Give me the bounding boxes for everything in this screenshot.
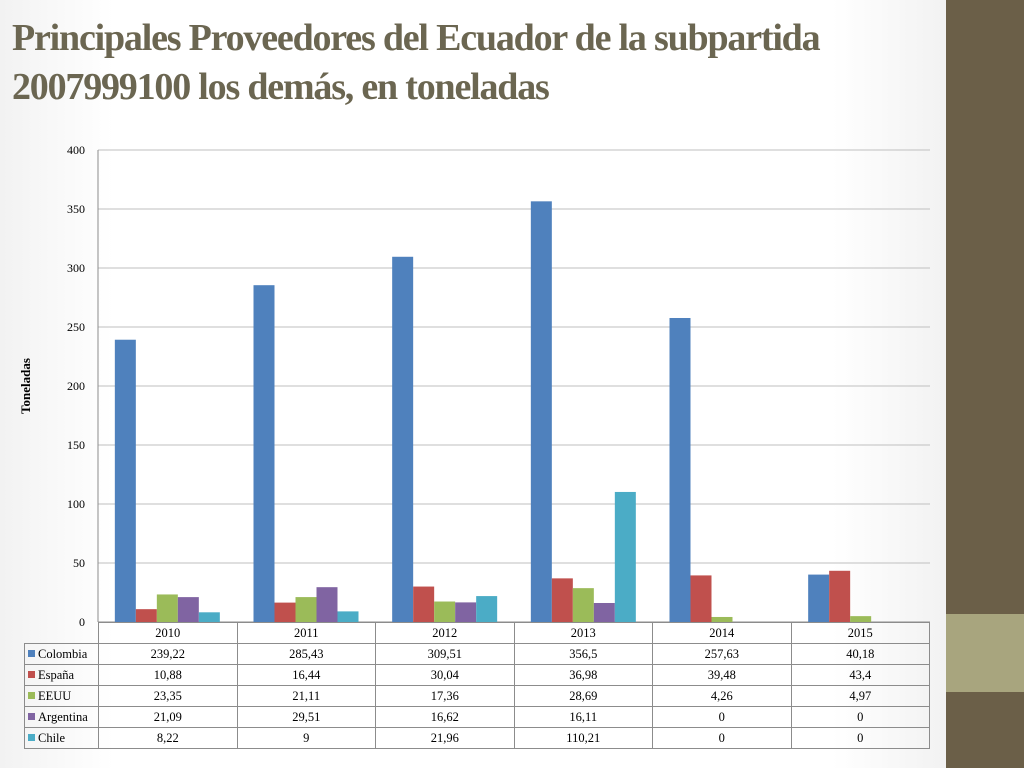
data-cell: 17,36 [375, 685, 515, 707]
data-cell: 36,98 [513, 664, 653, 686]
y-tick-label: 150 [67, 438, 85, 452]
data-cell: 43,4 [790, 664, 930, 686]
series-name-cell: EEUU [24, 685, 99, 707]
data-cell: 110,21 [513, 727, 653, 749]
bar-argentina-2013 [593, 602, 615, 622]
data-cell: 16,11 [513, 706, 653, 728]
bar-eeuu-2015 [850, 616, 872, 622]
data-cell: 4,26 [652, 685, 792, 707]
data-cell: 0 [652, 727, 792, 749]
data-cell: 239,22 [98, 643, 238, 665]
category-header-cell: 2011 [236, 622, 376, 644]
bar-argentina-2011 [316, 587, 338, 622]
y-tick-label: 300 [67, 261, 85, 275]
slide-title: Principales Proveedores del Ecuador de l… [12, 17, 821, 108]
bar-españa-2011 [274, 602, 296, 622]
y-axis-label: Toneladas [18, 358, 33, 414]
data-cell: 21,96 [375, 727, 515, 749]
y-tick-label: 200 [67, 379, 85, 393]
sidebar-decoration-light [946, 614, 1024, 692]
data-cell: 257,63 [652, 643, 792, 665]
table-row: Argentina 21,09 29,51 16,62 16,11 0 0 [24, 706, 930, 728]
data-cell: 8,22 [98, 727, 238, 749]
bar-eeuu-2010 [156, 594, 178, 622]
series-name: EEUU [38, 688, 72, 703]
series-name-cell: Argentina [24, 706, 99, 728]
bar-chile-2012 [476, 596, 498, 622]
bar-argentina-2012 [455, 602, 477, 622]
category-header-cell: 2010 [98, 622, 238, 644]
series-name: Argentina [38, 709, 88, 724]
legend-swatch [28, 713, 35, 721]
category-header-cell: 2012 [375, 622, 515, 644]
bar-chart: 0 50 100 150 200 250 300 350 400 Toneladas [18, 143, 930, 626]
data-cell: 39,48 [652, 664, 792, 686]
bar-chile-2011 [337, 611, 359, 622]
bar-colombia-2012 [392, 256, 414, 622]
bar-colombia-2013 [530, 201, 552, 622]
bar-colombia-2010 [114, 339, 136, 622]
data-cell: 10,88 [98, 664, 238, 686]
data-cell: 30,04 [375, 664, 515, 686]
table-row: EEUU 23,35 21,11 17,36 28,69 4,26 4,97 [24, 685, 930, 707]
legend-swatch [28, 650, 35, 658]
bar-eeuu-2013 [572, 588, 594, 622]
bar-españa-2012 [413, 586, 435, 622]
bar-españa-2014 [690, 575, 712, 622]
y-tick-label: 400 [67, 143, 85, 157]
data-cell: 0 [790, 706, 930, 728]
y-tick-label: 250 [67, 320, 85, 334]
y-tick-label: 0 [79, 615, 85, 626]
data-cell: 16,62 [375, 706, 515, 728]
data-cell: 28,69 [513, 685, 653, 707]
bar-eeuu-2014 [711, 616, 733, 622]
y-tick-label: 100 [67, 497, 85, 511]
chart-data-table: 2010 2011 2012 2013 2014 2015 Colombia 239,22 28… [24, 622, 930, 749]
y-tick-label: 350 [67, 202, 85, 216]
bar-chile-2013 [614, 491, 636, 622]
series-name-cell: España [24, 664, 99, 686]
data-cell: 0 [790, 727, 930, 749]
legend-swatch [28, 734, 35, 742]
legend-swatch [28, 692, 35, 700]
data-cell: 285,43 [236, 643, 376, 665]
table-header-row: 2010 2011 2012 2013 2014 2015 [24, 622, 930, 644]
bar-españa-2013 [551, 578, 573, 622]
bar-españa-2010 [135, 609, 157, 622]
data-cell: 21,09 [98, 706, 238, 728]
data-cell: 4,97 [790, 685, 930, 707]
data-cell: 29,51 [236, 706, 376, 728]
table-row: Chile 8,22 9 21,96 110,21 0 0 [24, 727, 930, 749]
series-name: Colombia [38, 646, 88, 661]
series-name: España [38, 667, 75, 682]
data-cell: 356,5 [513, 643, 653, 665]
series-name-cell: Colombia [24, 643, 99, 665]
table-row: España 10,88 16,44 30,04 36,98 39,48 43,4 [24, 664, 930, 686]
data-cell: 23,35 [98, 685, 238, 707]
data-cell: 0 [652, 706, 792, 728]
bar-argentina-2010 [177, 597, 199, 622]
bar-eeuu-2011 [295, 597, 317, 622]
table-corner-cell [24, 622, 99, 644]
category-header-cell: 2015 [790, 622, 930, 644]
y-tick-label: 50 [73, 556, 85, 570]
bar-colombia-2015 [808, 574, 830, 622]
category-header-cell: 2014 [652, 622, 792, 644]
data-cell: 40,18 [790, 643, 930, 665]
category-header-cell: 2013 [513, 622, 653, 644]
legend-swatch [28, 671, 35, 679]
bar-eeuu-2012 [434, 601, 456, 622]
series-name: Chile [38, 730, 66, 745]
bar-españa-2015 [829, 570, 851, 622]
bar-colombia-2011 [253, 285, 275, 622]
bar-chile-2010 [198, 612, 220, 622]
data-cell: 21,11 [236, 685, 376, 707]
bar-colombia-2014 [669, 317, 691, 622]
series-name-cell: Chile [24, 727, 99, 749]
data-cell: 16,44 [236, 664, 376, 686]
table-row: Colombia 239,22 285,43 309,51 356,5 257,63 40,… [24, 643, 930, 665]
data-cell: 9 [236, 727, 376, 749]
data-cell: 309,51 [375, 643, 515, 665]
